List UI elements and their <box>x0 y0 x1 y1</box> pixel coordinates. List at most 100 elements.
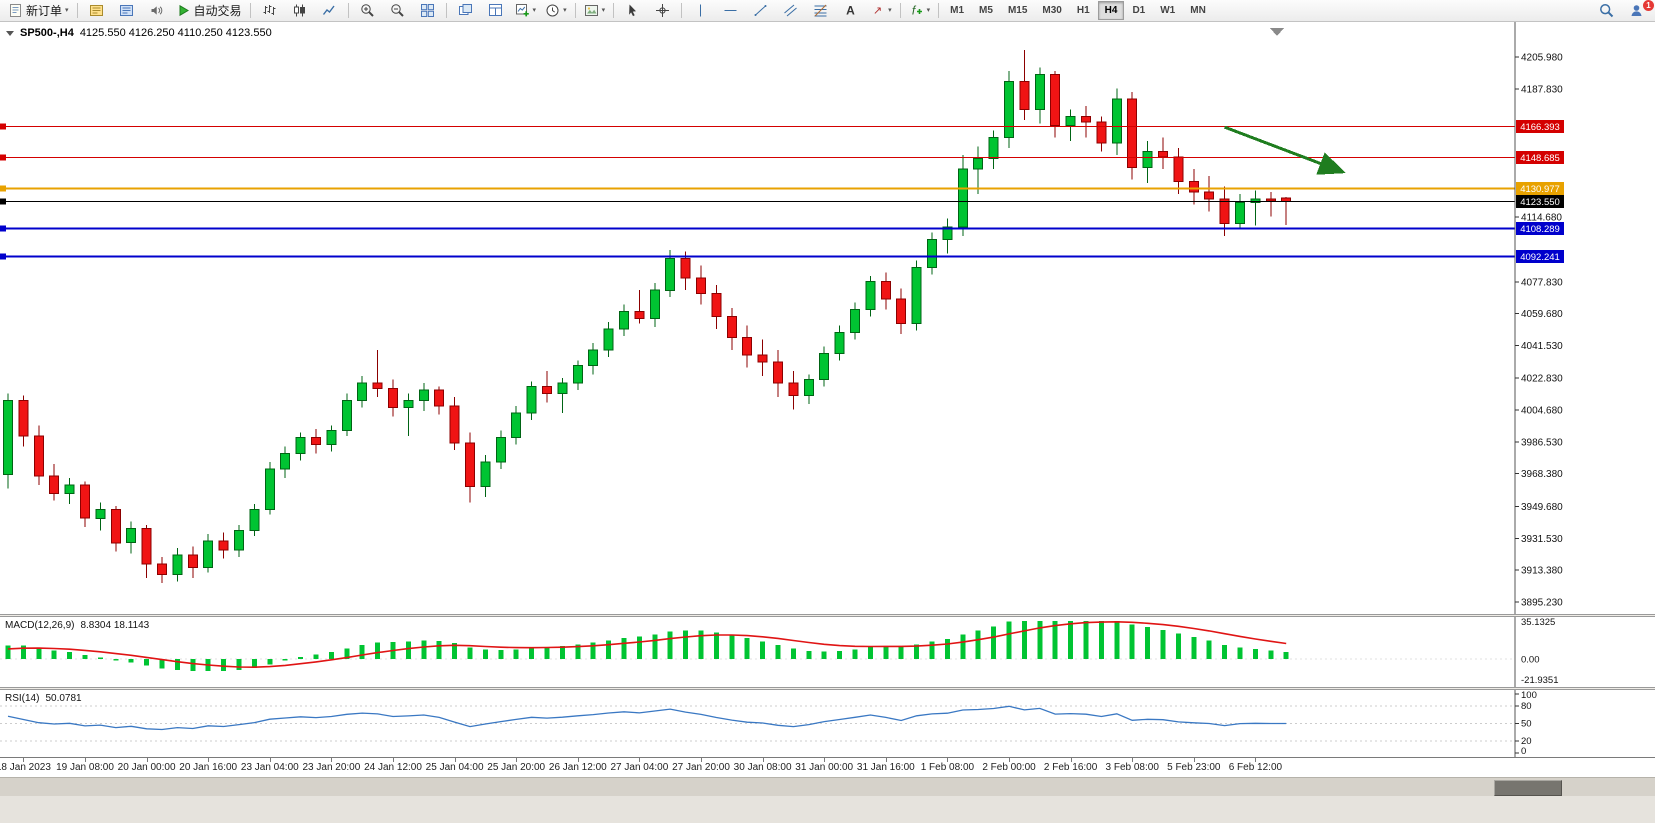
level-left-marker <box>0 253 6 260</box>
new-order-button[interactable]: 新订单 ▾ <box>4 0 73 21</box>
price-chart-canvas[interactable]: 4205.980 4187.830 4114.680 4077.830 4059.680… <box>0 22 1655 614</box>
candle-down <box>1127 98 1138 168</box>
toolbar: 新订单 ▾ 自动交易 ▾ ▾ ▾ A ↗ ▾ f ▾ M1 M5 M15 M30 H1 H4 D1 W1 MN 1 <box>0 0 1655 22</box>
candles-group <box>3 49 1292 584</box>
arrange-windows-button[interactable] <box>481 0 510 21</box>
line-chart-button[interactable] <box>315 0 344 21</box>
candle-up <box>911 266 922 324</box>
candle-down <box>1204 191 1215 200</box>
candle-up <box>203 540 214 568</box>
candle-down <box>157 563 167 575</box>
horizontal-scrollbar[interactable] <box>0 777 1655 797</box>
timeframe-button-W1[interactable]: W1 <box>1160 5 1176 16</box>
template-button[interactable]: ▾ <box>580 0 610 21</box>
timeframe-button-H4[interactable]: H4 <box>1097 1 1125 20</box>
new-chart-button[interactable]: ▾ <box>511 0 541 21</box>
trendline-button[interactable] <box>746 0 775 21</box>
toolbar-separator <box>445 3 447 18</box>
candle-down <box>773 361 783 384</box>
time-axis-tick <box>146 758 148 762</box>
toolbar-separator <box>613 3 615 18</box>
arrows-button[interactable]: ↗ ▾ <box>866 0 896 21</box>
auto-trading-button-label: 自动交易 <box>193 4 242 18</box>
time-axis-label: 27 Jan 20:00 <box>672 762 730 773</box>
time-axis-tick <box>208 758 210 762</box>
candle-up <box>819 352 830 381</box>
profiles-button[interactable]: ▾ <box>541 0 571 21</box>
account-button[interactable]: 1 <box>1622 0 1654 21</box>
horizontal-line-button[interactable] <box>716 0 745 21</box>
market-watch-icon <box>89 5 103 16</box>
trend-arrow-annotation[interactable] <box>1224 125 1346 175</box>
indicators-button[interactable]: f ▾ <box>905 0 935 21</box>
crosshair-button[interactable] <box>648 0 677 21</box>
chart-shift-marker[interactable] <box>1270 28 1284 36</box>
candle-up <box>1111 98 1122 144</box>
candle-up <box>850 309 860 333</box>
vertical-line-button[interactable] <box>686 0 715 21</box>
time-axis[interactable]: 18 Jan 2023 19 Jan 08:00 20 Jan 00:00 20 Ja… <box>0 757 1655 778</box>
candle-down <box>1158 151 1168 158</box>
candle-up <box>341 400 352 432</box>
timeframe-button-H1[interactable]: H1 <box>1076 5 1090 16</box>
panel-separator[interactable] <box>0 614 1655 617</box>
time-axis-label: 23 Jan 20:00 <box>302 762 361 773</box>
time-axis-tick <box>393 758 394 762</box>
time-axis-label: 19 Jan 08:00 <box>56 762 114 773</box>
toolbar-separator <box>681 3 683 18</box>
data-window-button[interactable] <box>112 0 141 21</box>
dropdown-caret-icon: ▾ <box>888 7 892 14</box>
macd-canvas[interactable]: 35.1325 0.00 -21.9351 <box>0 617 1655 687</box>
candle-down <box>880 281 891 300</box>
timeframe-button-M15[interactable]: M15 <box>1007 5 1028 16</box>
svg-text:A: A <box>846 4 855 18</box>
candle-up <box>403 400 414 409</box>
candlestick-chart-button[interactable] <box>285 0 314 21</box>
chart-window: SP500-,H4 4125.550 4126.250 4110.250 412… <box>0 22 1655 823</box>
channel-button[interactable] <box>776 0 805 21</box>
time-axis-tick <box>454 758 456 762</box>
candle-down <box>1173 156 1184 182</box>
alerts-sound-button[interactable] <box>142 0 171 21</box>
data-window-icon <box>119 5 133 16</box>
timeframe-button-M1[interactable]: M1 <box>950 5 965 16</box>
candle-down <box>1281 197 1292 203</box>
candle-down <box>542 386 552 395</box>
candle-up <box>264 468 275 510</box>
timeframe-button-M5[interactable]: M5 <box>979 5 993 16</box>
candle-down <box>372 382 383 390</box>
candle-down <box>388 387 398 409</box>
tile-windows-button[interactable] <box>413 0 442 21</box>
bar-chart-button[interactable] <box>255 0 284 21</box>
search-button[interactable] <box>1592 0 1621 21</box>
candle-up <box>572 365 583 384</box>
candle-down <box>634 310 645 319</box>
cascade-windows-button[interactable] <box>451 0 480 21</box>
timeframe-button-MN[interactable]: MN <box>1190 5 1206 16</box>
panel-separator[interactable] <box>0 687 1655 690</box>
rsi-axis-label: 50 <box>1521 719 1532 730</box>
zoom-out-button[interactable] <box>383 0 412 21</box>
scrollbar-thumb[interactable] <box>1494 780 1562 796</box>
cursor-button[interactable] <box>618 0 647 21</box>
zoom-in-button[interactable] <box>353 0 382 21</box>
time-axis-label: 31 Jan 16:00 <box>856 762 915 773</box>
candle-up <box>172 554 183 575</box>
fibonacci-button[interactable] <box>806 0 835 21</box>
bar-chart-icon <box>263 5 276 15</box>
hline-icon <box>724 10 737 11</box>
candle-up <box>665 258 676 291</box>
level-left-marker <box>0 154 6 161</box>
timeframe-button-D1[interactable]: D1 <box>1132 5 1146 16</box>
text-button[interactable]: A <box>836 0 865 21</box>
candle-down <box>1096 121 1107 144</box>
price-axis-tick-label: 4187.830 <box>1521 84 1563 95</box>
time-axis-label: 18 Jan 2023 <box>0 762 51 773</box>
macd-panel: 35.1325 0.00 -21.9351 <box>0 617 1655 687</box>
auto-trading-button[interactable]: 自动交易 <box>172 0 246 21</box>
timeframe-button-M30[interactable]: M30 <box>1042 5 1062 16</box>
candle-down <box>1081 116 1091 123</box>
market-watch-button[interactable] <box>82 0 111 21</box>
candle-down <box>434 389 445 407</box>
